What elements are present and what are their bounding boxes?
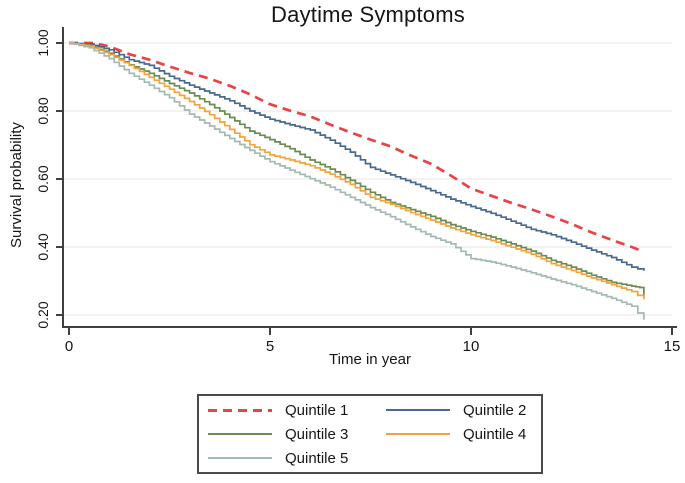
legend-label: Quintile 1 (285, 401, 349, 419)
y-tick-label: 1.00 (35, 29, 51, 56)
y-tick-label: 0.80 (35, 97, 51, 124)
legend-label: Quintile 2 (463, 401, 527, 419)
x-axis-label: Time in year (329, 351, 411, 368)
legend-key-line (386, 409, 450, 411)
legend-label: Quintile 4 (463, 425, 527, 443)
x-tick-label: 5 (266, 338, 274, 355)
x-tick-label: 10 (463, 338, 480, 355)
legend-key-line (208, 408, 272, 412)
legend-label: Quintile 3 (285, 425, 349, 443)
legend-key-line (208, 457, 272, 459)
survival-curve-quintile-1 (69, 41, 645, 254)
legend-item-quintile-3: Quintile 3 (199, 422, 377, 446)
legend-key-line (208, 433, 272, 435)
y-tick-label: 0.60 (35, 165, 51, 192)
legend-key-line (386, 433, 450, 435)
survival-curve-quintile-5 (69, 42, 645, 320)
survival-curve-quintile-3 (69, 42, 645, 297)
legend: Quintile 1 Quintile 2 Quintile 3 Quintile 4… (197, 394, 543, 474)
legend-item-quintile-1: Quintile 1 (199, 398, 377, 422)
y-tick-label: 0.40 (35, 233, 51, 260)
x-tick-label: 15 (664, 338, 681, 355)
legend-item-quintile-2: Quintile 2 (377, 398, 541, 422)
legend-label: Quintile 5 (285, 449, 349, 467)
chart-title: Daytime Symptoms (271, 2, 465, 27)
legend-item-quintile-5: Quintile 5 (199, 446, 377, 470)
survival-curve-quintile-4 (69, 42, 645, 300)
x-tick-label: 0 (65, 338, 73, 355)
legend-item-quintile-4: Quintile 4 (377, 422, 541, 446)
y-tick-label: 0.20 (35, 301, 51, 328)
survival-curve-quintile-2 (69, 42, 645, 271)
